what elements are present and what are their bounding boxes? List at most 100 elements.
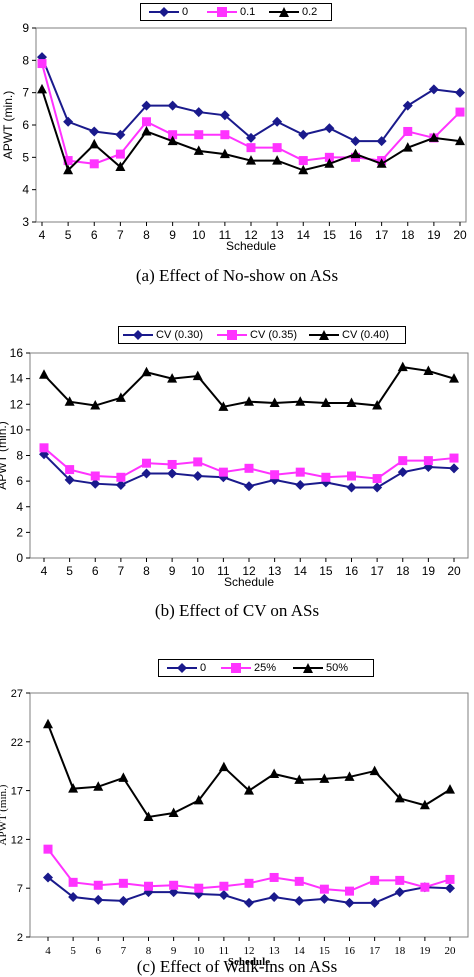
x-tick-label: 13	[268, 564, 282, 578]
data-point-triangle	[63, 164, 74, 175]
x-tick-label: 5	[70, 945, 76, 957]
data-point-diamond	[167, 100, 178, 111]
data-point-diamond	[397, 467, 408, 478]
y-tick-label: 4	[16, 500, 23, 514]
triangle-marker-icon	[269, 7, 299, 17]
data-point-square	[372, 474, 382, 484]
y-tick-label: 6	[22, 118, 29, 132]
data-point-square	[298, 156, 308, 166]
data-point-diamond	[350, 136, 361, 147]
data-point-triangle	[298, 164, 309, 175]
data-point-triangle	[167, 373, 178, 383]
y-tick-label: 7	[22, 86, 29, 100]
data-point-square	[220, 130, 230, 140]
data-point-diamond	[369, 897, 380, 908]
data-point-triangle	[167, 135, 178, 146]
x-tick-label: 16	[345, 564, 359, 578]
x-tick-label: 18	[394, 945, 406, 957]
x-tick-label: 19	[419, 945, 431, 957]
data-point-diamond	[64, 474, 75, 485]
data-point-square	[193, 457, 203, 467]
data-point-square	[39, 443, 49, 453]
data-point-triangle	[193, 145, 204, 155]
x-tick-label: 16	[344, 945, 356, 957]
legend-label: CV (0.30)	[156, 329, 204, 341]
y-tick-label: 17	[11, 786, 23, 798]
square-marker-icon	[217, 330, 247, 340]
data-point-square	[319, 884, 329, 894]
y-axis-label: APWT (min.)	[0, 421, 9, 489]
data-point-diamond	[68, 891, 79, 902]
x-tick-label: 18	[396, 564, 410, 578]
data-point-square	[403, 126, 413, 136]
data-point-triangle	[346, 397, 357, 407]
data-point-diamond	[115, 479, 126, 490]
data-point-triangle	[294, 774, 305, 784]
y-tick-label: 2	[17, 932, 23, 944]
x-axis-label: Schedule	[228, 956, 270, 968]
data-point-square	[194, 883, 204, 893]
legend-label: CV (0.40)	[342, 329, 390, 341]
data-point-diamond	[319, 893, 330, 904]
x-tick-label: 11	[219, 228, 232, 242]
data-point-diamond	[428, 84, 439, 95]
line-chart-b: 0 2 4 6 8 10 12 14 16 4 5 6 7 8 9 10 11 12 13 14 15 16 17 18 19 2…	[0, 346, 469, 589]
square-marker-icon	[207, 7, 237, 17]
x-tick-label: 18	[401, 228, 415, 242]
y-tick-label: 14	[10, 372, 24, 386]
data-point-square	[324, 152, 334, 162]
diamond-marker-icon	[123, 330, 153, 340]
data-point-square	[118, 878, 128, 888]
x-tick-label: 11	[217, 564, 230, 578]
legend-item: 50%	[293, 660, 348, 676]
x-tick-label: 16	[349, 228, 363, 242]
x-tick-label: 9	[169, 564, 176, 578]
series-line-2	[47, 723, 451, 819]
data-point-diamond	[394, 887, 405, 898]
x-axis-label: Schedule	[226, 239, 276, 253]
data-point-square	[89, 159, 99, 169]
data-point-square	[244, 878, 254, 888]
data-point-triangle	[372, 400, 383, 410]
data-point-square	[420, 882, 430, 892]
x-tick-label: 8	[143, 228, 150, 242]
data-point-triangle	[295, 396, 306, 406]
data-point-triangle	[68, 783, 79, 793]
y-tick-label: 3	[22, 215, 29, 229]
legend-label: 25%	[254, 662, 277, 674]
data-point-diamond	[63, 116, 74, 127]
data-point-diamond	[118, 895, 129, 906]
x-tick-label: 6	[92, 564, 99, 578]
data-point-square	[269, 872, 279, 882]
y-tick-label: 0	[16, 551, 23, 565]
data-point-triangle	[272, 155, 283, 165]
data-point-triangle	[402, 142, 413, 152]
y-tick-label: 12	[11, 834, 23, 846]
y-tick-label: 12	[10, 397, 24, 411]
data-point-diamond	[294, 895, 305, 906]
legend-label: 0	[200, 662, 207, 674]
data-point-triangle	[115, 161, 126, 172]
data-point-triangle	[141, 125, 152, 136]
x-tick-label: 15	[319, 945, 331, 957]
data-point-diamond	[376, 136, 387, 147]
data-point-diamond	[167, 468, 178, 479]
legend-item: CV (0.35)	[217, 327, 297, 343]
x-tick-label: 13	[269, 945, 281, 957]
x-tick-label: 11	[219, 945, 230, 957]
data-point-triangle	[350, 148, 361, 159]
data-point-diamond	[455, 87, 465, 98]
x-tick-label: 4	[41, 564, 48, 578]
x-tick-label: 19	[422, 564, 436, 578]
data-point-square	[423, 456, 433, 466]
x-tick-label: 14	[297, 228, 311, 242]
data-point-diamond	[269, 891, 280, 902]
data-point-diamond	[449, 463, 459, 474]
data-point-diamond	[193, 107, 204, 118]
x-tick-label: 8	[143, 564, 150, 578]
data-point-triangle	[192, 370, 203, 381]
data-point-square	[395, 875, 405, 885]
y-tick-label: 8	[22, 53, 29, 67]
data-point-square	[142, 117, 151, 127]
